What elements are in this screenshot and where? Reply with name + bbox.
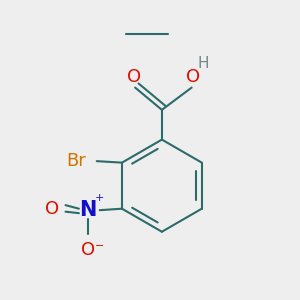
Text: O: O: [186, 68, 200, 86]
Text: Br: Br: [67, 152, 86, 170]
Text: O: O: [127, 68, 141, 86]
Text: N: N: [79, 200, 97, 220]
Text: H: H: [198, 56, 209, 71]
Text: O: O: [81, 242, 95, 260]
Text: +: +: [94, 193, 104, 203]
Text: −: −: [95, 242, 105, 251]
Text: O: O: [45, 200, 60, 218]
